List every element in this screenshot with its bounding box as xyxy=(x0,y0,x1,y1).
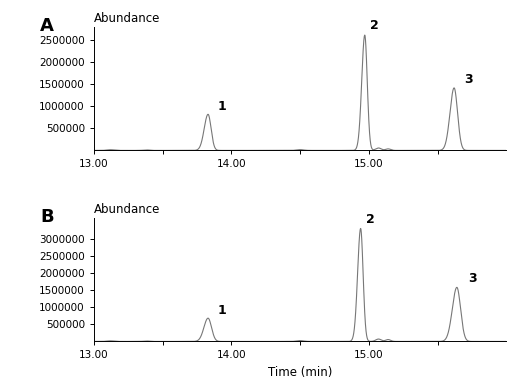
Text: 2: 2 xyxy=(370,19,379,33)
Text: 2: 2 xyxy=(366,213,375,227)
Text: 1: 1 xyxy=(218,100,227,113)
Text: 3: 3 xyxy=(468,272,477,285)
X-axis label: Time (min): Time (min) xyxy=(268,366,333,379)
Text: A: A xyxy=(40,17,54,35)
Text: Abundance: Abundance xyxy=(94,203,160,216)
Text: 3: 3 xyxy=(464,73,472,86)
Text: B: B xyxy=(40,208,54,226)
Text: Abundance: Abundance xyxy=(94,12,160,25)
Text: 1: 1 xyxy=(218,304,227,317)
